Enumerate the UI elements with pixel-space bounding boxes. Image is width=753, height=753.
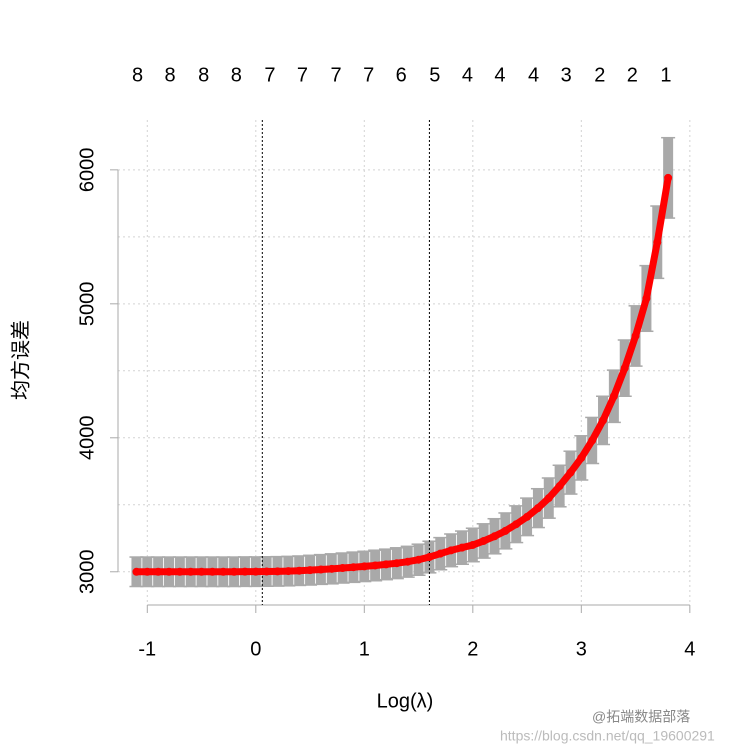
point	[360, 562, 369, 571]
top-axis-label: 7	[297, 64, 308, 86]
point	[338, 564, 347, 573]
point	[425, 553, 434, 562]
x-tick-label: 4	[684, 638, 695, 660]
point	[175, 567, 184, 576]
point	[349, 563, 358, 572]
point	[295, 566, 304, 575]
top-axis-label: 4	[462, 64, 473, 86]
point	[132, 567, 141, 576]
x-tick-label: 0	[250, 638, 261, 660]
point	[414, 555, 423, 564]
top-axis-label: 7	[264, 64, 275, 86]
point	[468, 540, 477, 549]
point	[306, 566, 315, 575]
point	[566, 468, 575, 477]
y-tick-label: 4000	[76, 416, 98, 461]
point	[273, 567, 282, 576]
point	[447, 546, 456, 555]
point	[327, 564, 336, 573]
x-axis-label: Log(λ)	[377, 690, 434, 712]
top-axis-label: 7	[331, 64, 342, 86]
point	[588, 436, 597, 445]
point	[577, 453, 586, 462]
point	[230, 567, 239, 576]
top-axis-label: 5	[429, 64, 440, 86]
point	[501, 526, 510, 535]
point	[186, 567, 195, 576]
point	[523, 512, 532, 521]
top-axis-label: 1	[660, 64, 671, 86]
point	[219, 567, 228, 576]
point	[479, 536, 488, 545]
point	[642, 294, 651, 303]
point	[653, 238, 662, 247]
point	[664, 173, 673, 182]
top-axis-label: 4	[528, 64, 539, 86]
top-axis-label: 7	[363, 64, 374, 86]
y-axis-label: 均方误差	[9, 320, 33, 400]
point	[251, 567, 260, 576]
top-axis-label: 8	[165, 64, 176, 86]
top-axis-label: 2	[627, 64, 638, 86]
point	[490, 532, 499, 541]
top-axis-label: 6	[396, 64, 407, 86]
point	[599, 416, 608, 425]
x-tick-label: -1	[138, 638, 156, 660]
point	[382, 560, 391, 569]
point	[262, 567, 271, 576]
point	[620, 364, 629, 373]
point	[284, 567, 293, 576]
point	[143, 567, 152, 576]
point	[544, 494, 553, 503]
x-tick-label: 1	[359, 638, 370, 660]
point	[555, 482, 564, 491]
watermark-url: https://blog.csdn.net/qq_19600291	[500, 728, 715, 744]
point	[403, 557, 412, 566]
point	[316, 565, 325, 574]
top-axis-label: 3	[561, 64, 572, 86]
point	[197, 567, 206, 576]
point	[457, 543, 466, 552]
top-axis-label: 8	[132, 64, 143, 86]
point	[240, 567, 249, 576]
point	[164, 567, 173, 576]
y-tick-label: 3000	[76, 550, 98, 595]
y-tick-label: 6000	[76, 148, 98, 193]
watermark: @拓端数据部落	[592, 709, 690, 725]
point	[631, 331, 640, 340]
x-tick-label: 2	[467, 638, 478, 660]
point	[208, 567, 217, 576]
top-axis-label: 2	[594, 64, 605, 86]
top-axis-label: 8	[231, 64, 242, 86]
point	[512, 520, 521, 529]
point	[436, 549, 445, 558]
point	[371, 561, 380, 570]
point	[392, 559, 401, 568]
point	[609, 392, 618, 401]
point	[533, 504, 542, 513]
top-axis-label: 4	[494, 64, 505, 86]
point	[154, 567, 163, 576]
y-tick-label: 5000	[76, 282, 98, 327]
top-axis-label: 8	[198, 64, 209, 86]
x-tick-label: 3	[576, 638, 587, 660]
